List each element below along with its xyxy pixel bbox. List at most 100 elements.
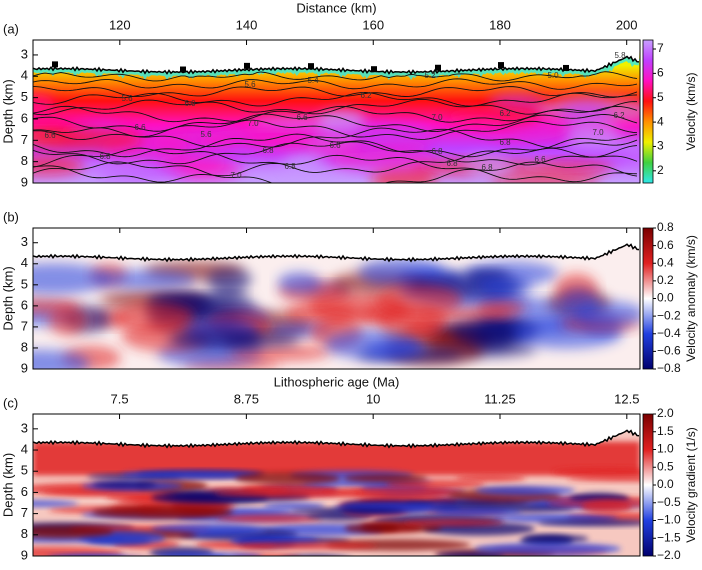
- field: [0, 414, 701, 565]
- contour-label: 7.0: [247, 119, 259, 128]
- field-blob: [97, 170, 190, 182]
- x-tick-label: 140: [236, 17, 258, 32]
- colorbar-tick-label: 6: [657, 66, 664, 80]
- colorbar-title: Velocity anomaly (km/s): [684, 235, 698, 362]
- field-blob: [475, 486, 575, 495]
- contour-label: 6.6: [534, 155, 546, 164]
- field-blob: [475, 321, 515, 346]
- colorbar-tick-label: 3: [657, 139, 664, 153]
- contour-label: 6.8: [99, 152, 111, 161]
- field-blob: [523, 535, 588, 543]
- x-tick-label: 160: [362, 17, 384, 32]
- contour-label: 5.6: [244, 80, 256, 89]
- contour-label: 7.0: [431, 113, 443, 122]
- colorbar-tick-label: 2: [657, 163, 664, 177]
- contour-label: 6.8: [446, 159, 458, 168]
- field-blob: [567, 475, 701, 482]
- y-tick-label: 8: [21, 153, 28, 168]
- y-tick-label: 5: [21, 463, 28, 478]
- field-blob: [214, 490, 363, 497]
- colorbar-tick-label: 0.0: [657, 477, 674, 491]
- colorbar-title: Velocity (km/s): [684, 72, 698, 150]
- field-blob: [490, 174, 602, 188]
- colorbar-tick-label: 1.0: [657, 442, 674, 456]
- field-blob: [111, 303, 194, 332]
- colorbar-tick-label: 1.5: [657, 424, 674, 438]
- y-axis-title: Depth (km): [0, 79, 15, 143]
- colorbar-tick-label: −1.0: [657, 513, 681, 527]
- field-blob: [155, 553, 226, 562]
- station: [308, 63, 314, 69]
- colorbar-tick-label: −0.4: [657, 326, 681, 340]
- contour-label: 5.6: [121, 94, 133, 103]
- field-blob: [404, 519, 505, 525]
- station: [180, 67, 186, 73]
- y-tick-label: 9: [21, 174, 28, 189]
- y-tick-label: 6: [21, 484, 28, 499]
- station: [371, 66, 377, 72]
- colorbar-tick-label: 0.5: [657, 459, 674, 473]
- field-blob: [538, 519, 653, 526]
- field-blob: [97, 270, 197, 289]
- y-tick-label: 7: [21, 318, 28, 333]
- field-blob: [292, 508, 404, 514]
- field-blob: [574, 301, 645, 327]
- x-tick-label: 120: [109, 17, 131, 32]
- field-band: [33, 442, 640, 476]
- y-tick-label: 5: [21, 89, 28, 104]
- field-blob: [359, 558, 460, 564]
- colorbar-tick-label: 2.0: [657, 406, 674, 420]
- y-axis-title: Depth (km): [0, 453, 15, 517]
- field-blob: [5, 156, 84, 176]
- field-blob: [0, 263, 111, 294]
- panel-label: (a): [3, 21, 19, 36]
- y-tick-label: 9: [21, 360, 28, 375]
- y-tick-label: 3: [21, 234, 28, 249]
- field-blob: [477, 300, 526, 316]
- field-blob: [31, 557, 162, 565]
- station: [52, 61, 58, 67]
- panel-label: (c): [3, 395, 18, 410]
- y-tick-label: 7: [21, 132, 28, 147]
- x-tick-label: 8.75: [234, 391, 259, 406]
- station: [498, 62, 504, 68]
- x-tick-label: 11.25: [484, 391, 516, 406]
- field-blob: [235, 472, 341, 484]
- y-tick-label: 6: [21, 297, 28, 312]
- field-blob: [48, 555, 152, 565]
- colorbar-tick-label: −1.5: [657, 530, 681, 544]
- colorbar-tick-label: 0.0: [657, 291, 674, 305]
- colorbar: [643, 228, 653, 369]
- colorbar-tick-label: −2.0: [657, 548, 681, 562]
- contour-label: 6.8: [431, 147, 443, 156]
- contour-label: 6.6: [296, 113, 308, 122]
- x-tick-label: 7.5: [111, 391, 129, 406]
- y-tick-label: 4: [21, 68, 28, 83]
- colorbar-tick-label: 0.8: [657, 220, 674, 234]
- y-tick-label: 8: [21, 526, 28, 541]
- contour-label: 7.0: [230, 171, 242, 180]
- field-blob: [330, 152, 439, 170]
- field-blob: [278, 272, 321, 293]
- contour-label: 6.2: [499, 109, 511, 118]
- contour-label: 6.8: [481, 163, 493, 172]
- y-axis-title: Depth (km): [0, 266, 15, 330]
- contour-label: 5.2: [424, 71, 436, 80]
- field-blob: [376, 284, 463, 315]
- colorbar-tick-label: 4: [657, 114, 664, 128]
- colorbar-tick-label: 0.6: [657, 238, 674, 252]
- field-blob: [92, 481, 156, 488]
- contour-label: 6.6: [329, 141, 341, 150]
- field-blob: [169, 329, 262, 350]
- y-tick-label: 7: [21, 505, 28, 520]
- colorbar: [643, 414, 653, 556]
- field-blob: [216, 514, 322, 522]
- field: [0, 40, 658, 192]
- contour-label: 5.4: [307, 76, 319, 85]
- y-tick-label: 4: [21, 441, 28, 456]
- field-blob: [241, 542, 377, 550]
- y-tick-label: 8: [21, 339, 28, 354]
- contour-label: 5.0: [547, 71, 559, 80]
- field-blob: [582, 500, 632, 513]
- field-blob: [48, 305, 87, 336]
